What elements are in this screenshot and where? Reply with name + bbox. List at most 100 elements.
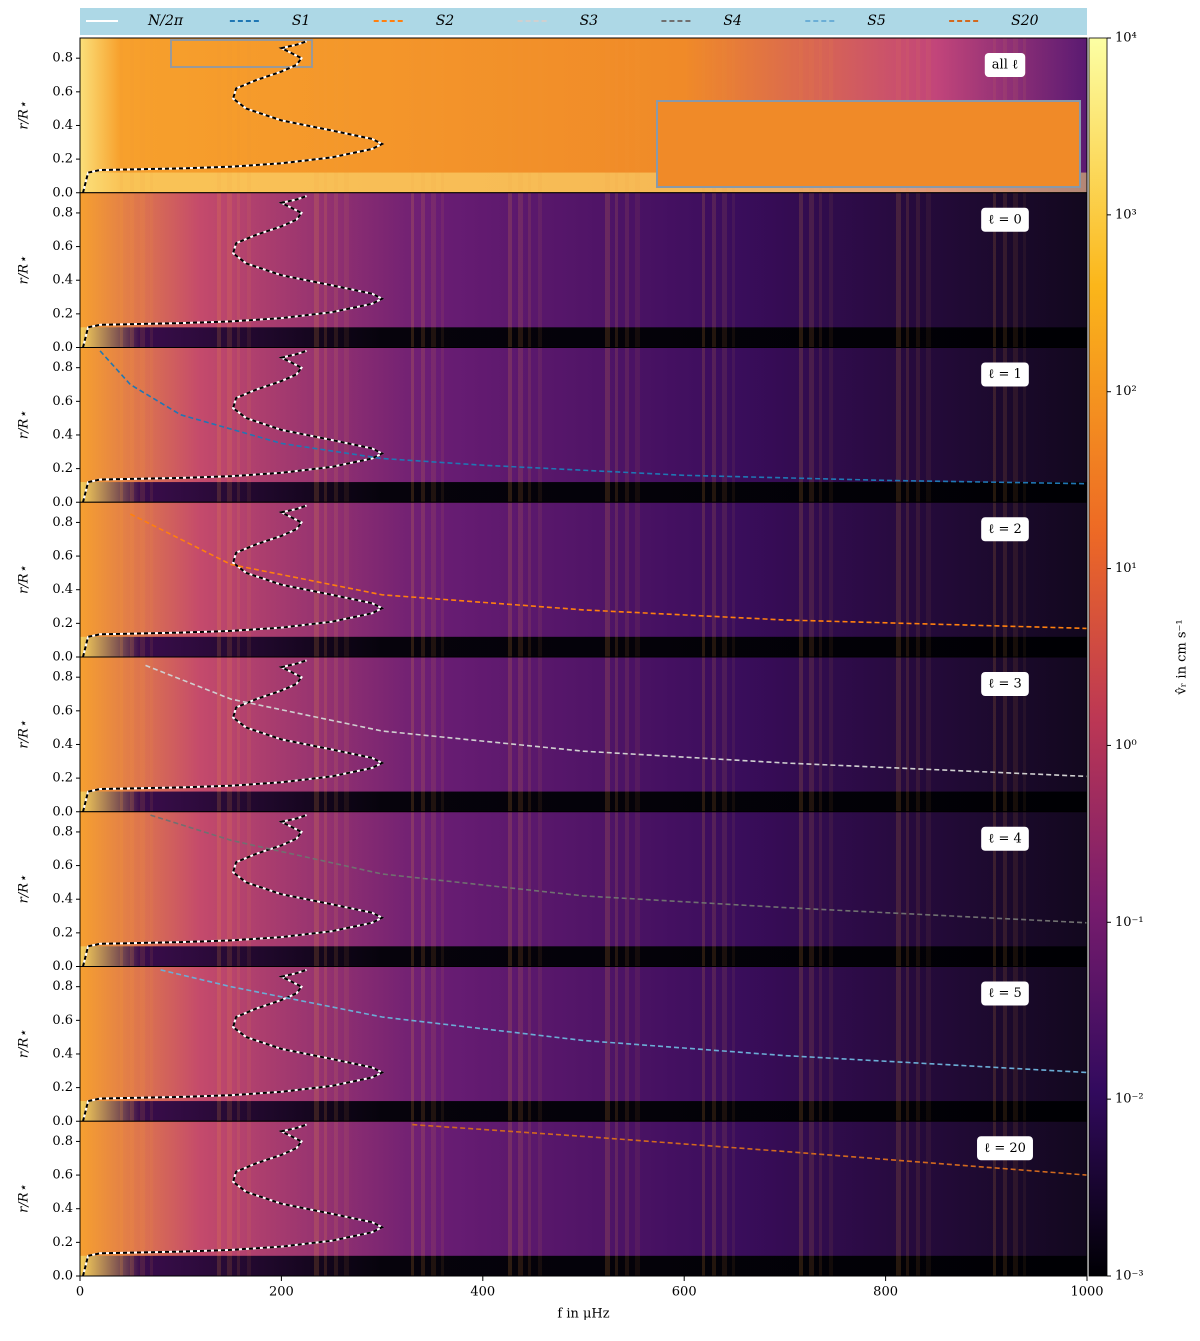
stripe	[625, 192, 629, 348]
stripe	[809, 1121, 814, 1276]
stripe	[528, 347, 531, 503]
colorbar-tick-label: 10²	[1115, 384, 1137, 399]
stripe	[799, 1121, 803, 1276]
y-tick-label: 0.6	[52, 703, 73, 718]
y-axis-label: r/R⋆	[17, 875, 32, 904]
sound-speed-curve	[160, 969, 1088, 1074]
y-axis-label: r/R⋆	[17, 565, 32, 594]
stripe	[819, 502, 822, 657]
stripe	[906, 192, 909, 348]
colorbar-tick-label: 10¹	[1115, 561, 1137, 576]
stripe	[528, 811, 531, 967]
stripe	[635, 502, 640, 657]
stripe	[702, 502, 705, 657]
y-tick-label: 0.6	[52, 858, 73, 873]
stripe	[217, 502, 221, 657]
stripe	[431, 1121, 436, 1276]
stripe	[334, 502, 338, 657]
stripe	[518, 347, 523, 503]
x-tick-label: 1000	[1070, 1285, 1103, 1300]
heatmap	[80, 966, 1087, 1122]
x-tick-label: 0	[76, 1285, 84, 1300]
stripe	[702, 1121, 705, 1276]
y-tick-label: 0.8	[52, 670, 73, 685]
stripe	[120, 811, 123, 967]
stripe	[702, 347, 705, 503]
x-tick-label: 800	[873, 1285, 898, 1300]
stripe	[344, 811, 349, 967]
stripe	[431, 657, 436, 812]
stripe	[324, 502, 327, 657]
stripe	[615, 811, 618, 967]
stripe	[431, 502, 436, 657]
stripe	[140, 192, 145, 348]
stripe	[615, 1121, 618, 1276]
colorbar-tick-label: 10⁰	[1115, 738, 1137, 753]
stripe	[528, 38, 531, 193]
stripe	[538, 811, 542, 967]
stripe	[799, 811, 803, 967]
stripe	[916, 502, 920, 657]
stripe	[605, 657, 610, 812]
heatmap-core	[80, 636, 1087, 657]
stripe	[615, 502, 618, 657]
stripe	[120, 966, 123, 1122]
heatmap	[80, 811, 1087, 967]
heatmap-core	[80, 482, 1087, 503]
stripe	[1003, 811, 1007, 967]
stripe	[635, 657, 640, 812]
stripe	[625, 1121, 629, 1276]
stripe	[1013, 347, 1018, 503]
y-tick-label: 0.8	[52, 515, 73, 530]
colorbar-tick-label: 10⁴	[1115, 31, 1137, 46]
stripe	[150, 502, 153, 657]
n-profile-dash	[82, 1123, 385, 1277]
annotation-box	[981, 207, 1029, 232]
stripe	[732, 811, 735, 967]
stripe	[518, 657, 523, 812]
heatmap-core	[80, 1255, 1087, 1276]
stripe	[702, 192, 705, 348]
stripe	[993, 502, 996, 657]
stripe	[819, 1121, 822, 1276]
annotation-box	[981, 517, 1029, 542]
stripe	[140, 966, 145, 1122]
stripe	[217, 192, 221, 348]
y-axis-label: r/R⋆	[17, 256, 32, 285]
y-axis-label: r/R⋆	[17, 1030, 32, 1059]
colorbar-label: v̂ᵣ in cm s⁻¹	[1175, 619, 1190, 695]
stripe	[722, 1121, 727, 1276]
stripe	[896, 192, 901, 348]
stripe	[518, 192, 523, 348]
y-axis-label: r/R⋆	[17, 411, 32, 440]
stripe	[324, 347, 327, 503]
stripe	[1023, 192, 1026, 348]
stripe	[344, 347, 349, 503]
stripe	[528, 966, 531, 1122]
stripe	[324, 811, 327, 967]
stripe	[538, 966, 542, 1122]
heatmap	[80, 657, 1087, 812]
stripe	[150, 192, 153, 348]
stripe	[993, 192, 996, 348]
stripe	[140, 1121, 145, 1276]
stripe	[227, 347, 232, 503]
stripe	[926, 657, 931, 812]
stripe	[538, 502, 542, 657]
stripe	[799, 966, 803, 1122]
stripe	[819, 811, 822, 967]
stripe	[441, 811, 444, 967]
stripe	[1003, 1121, 1007, 1276]
stripe	[120, 657, 123, 812]
stripe	[247, 502, 251, 657]
stripe	[615, 657, 618, 812]
stripe	[799, 192, 803, 348]
stripe	[906, 347, 909, 503]
stripe	[732, 657, 735, 812]
x-tick-label: 600	[672, 1285, 697, 1300]
stripe	[809, 811, 814, 967]
stripe	[926, 192, 931, 348]
y-tick-label: 0.6	[52, 1013, 73, 1028]
stripe	[896, 966, 901, 1122]
n-profile-dash	[82, 814, 385, 967]
